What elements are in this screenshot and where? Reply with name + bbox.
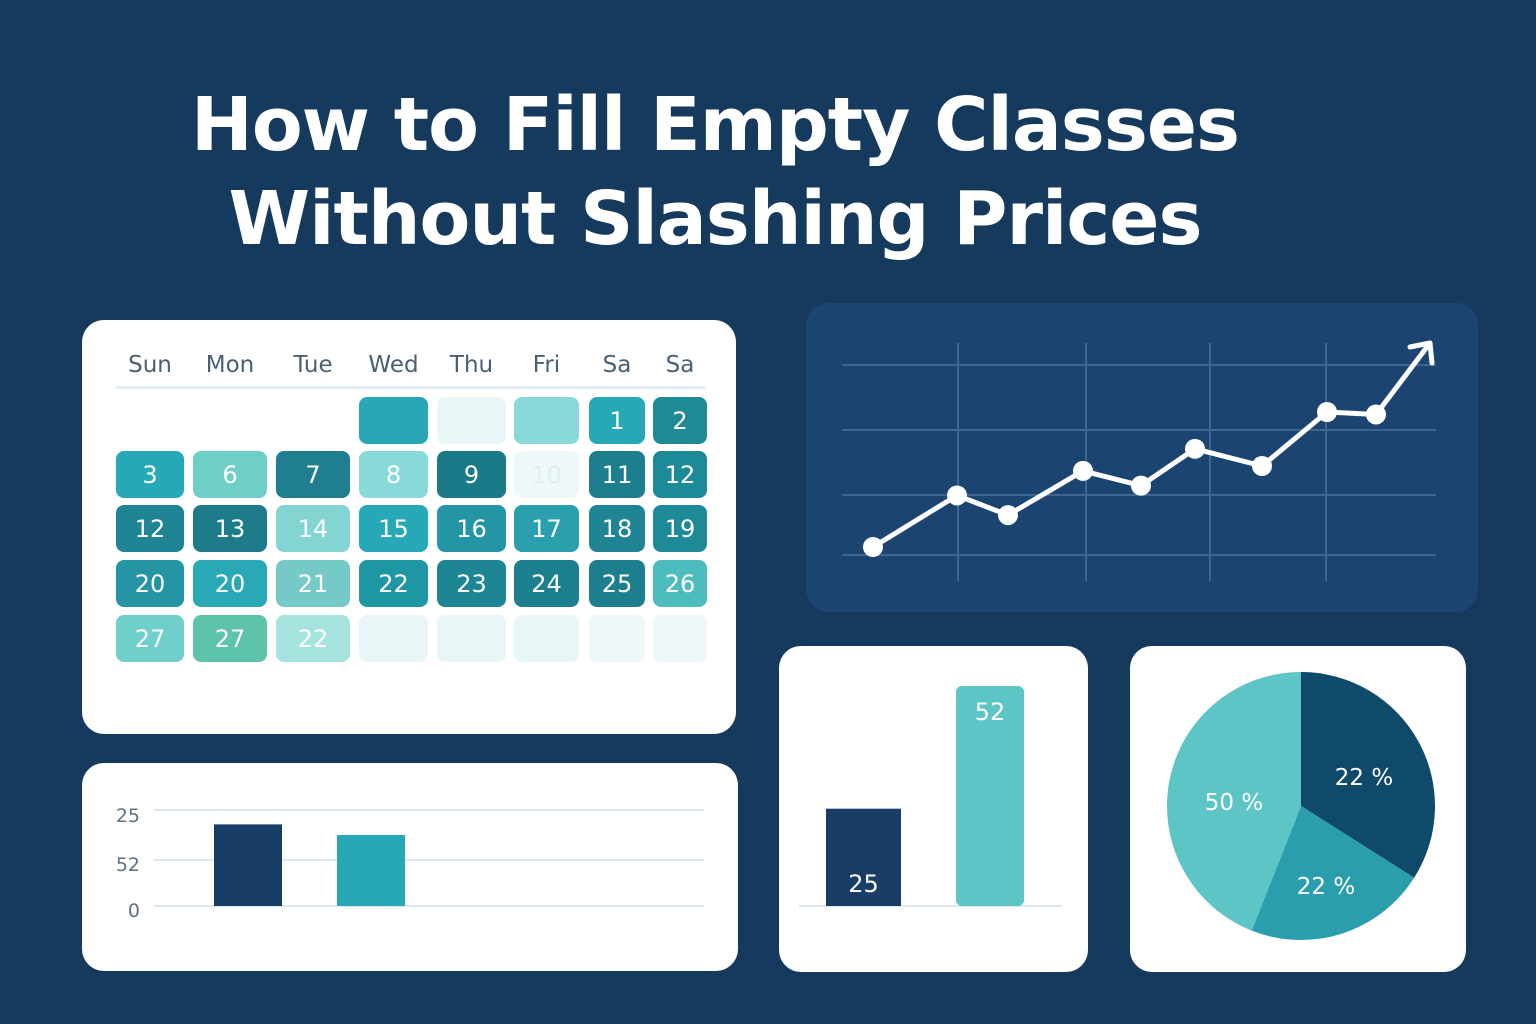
line-chart-panel: [806, 303, 1478, 612]
small-bar-chart-card: 25 52 0: [82, 763, 738, 971]
data-point: [1073, 460, 1093, 481]
pie-slice-label: 22 %: [1297, 874, 1355, 900]
bar: [826, 808, 901, 906]
data-point: [1185, 438, 1205, 459]
calendar-day-cell[interactable]: 18: [589, 505, 645, 552]
calendar-day-cell[interactable]: 24: [514, 560, 579, 607]
calendar-day-cell[interactable]: [437, 397, 506, 444]
calendar-day-cell[interactable]: [589, 615, 645, 662]
calendar-day-cell[interactable]: 27: [116, 615, 184, 662]
calendar-day-cell[interactable]: 1: [589, 397, 645, 444]
calendar-day-cell[interactable]: 14: [276, 505, 350, 552]
calendar-day-cell[interactable]: 7: [276, 451, 350, 498]
calendar-day-cell[interactable]: 9: [437, 451, 506, 498]
data-point: [1366, 404, 1386, 425]
title-line-1: How to Fill Empty Classes: [190, 82, 1240, 168]
calendar-divider: [116, 386, 706, 389]
calendar-day-cell[interactable]: [359, 397, 428, 444]
day-header: Sa: [665, 352, 695, 378]
calendar-day-cell[interactable]: 22: [276, 615, 350, 662]
data-point: [947, 485, 967, 506]
calendar-day-cell[interactable]: [437, 615, 506, 662]
calendar-day-cell[interactable]: 13: [193, 505, 267, 552]
day-header: Mon: [205, 352, 255, 378]
data-point: [1317, 402, 1337, 422]
calendar-day-cell[interactable]: 15: [359, 505, 428, 552]
calendar-day-cell[interactable]: 8: [359, 451, 428, 498]
day-header: Thu: [449, 352, 494, 378]
pie-slice-label: 22 %: [1335, 765, 1393, 791]
day-header: Tue: [293, 352, 333, 378]
calendar-day-cell[interactable]: [514, 615, 579, 662]
pie-chart-card: 22 % 22 % 50 %: [1130, 646, 1466, 972]
calendar-day-cell[interactable]: 17: [514, 505, 579, 552]
line-chart: [842, 340, 1436, 581]
trend-arrow-head: [1407, 340, 1435, 366]
y-tick-label: 0: [128, 900, 140, 922]
data-point: [1131, 475, 1151, 496]
small-bar-chart: 25 52 0: [116, 805, 704, 922]
calendar-day-cell[interactable]: 27: [193, 615, 267, 662]
bar-chart-card: 25 52: [779, 646, 1088, 972]
y-tick-label: 52: [116, 854, 140, 876]
bar: [214, 824, 282, 906]
title-line-2: Without Slashing Prices: [228, 176, 1202, 262]
calendar-day-cell[interactable]: 16: [437, 505, 506, 552]
calendar-day-cell[interactable]: 2: [653, 397, 707, 444]
calendar-day-cell[interactable]: 12: [116, 505, 184, 552]
calendar-day-cell[interactable]: [653, 615, 707, 662]
calendar-day-cell[interactable]: 26: [653, 560, 707, 607]
calendar-day-cell[interactable]: 23: [437, 560, 506, 607]
calendar-day-cell[interactable]: 20: [193, 560, 267, 607]
pie-slice: [1301, 672, 1435, 878]
calendar-day-cell[interactable]: 6: [193, 451, 267, 498]
pie-slice: [1167, 672, 1301, 931]
calendar-day-cell[interactable]: 12: [653, 451, 707, 498]
data-point: [863, 537, 883, 557]
calendar-day-cell[interactable]: 21: [276, 560, 350, 607]
calendar-day-cell[interactable]: 25: [589, 560, 645, 607]
data-point: [1252, 456, 1272, 476]
bar: [337, 834, 405, 906]
bar: [956, 686, 1024, 906]
day-header: Wed: [368, 352, 419, 378]
calendar-day-cell[interactable]: 20: [116, 560, 184, 607]
calendar-day-cell[interactable]: 3: [116, 451, 184, 498]
bar-value-label: 25: [848, 870, 879, 898]
data-point: [998, 505, 1018, 526]
bar-chart: 25 52: [799, 686, 1062, 907]
calendar-day-cell[interactable]: [359, 615, 428, 662]
calendar-day-cell[interactable]: 19: [653, 505, 707, 552]
day-header: Sa: [602, 352, 632, 378]
pie-chart: 22 % 22 % 50 %: [1167, 672, 1435, 940]
day-header: Sun: [128, 352, 172, 378]
calendar-day-cell[interactable]: 22: [359, 560, 428, 607]
day-header: Fri: [532, 352, 561, 378]
series-line: [871, 409, 1377, 550]
bar-value-label: 52: [975, 698, 1006, 726]
pie-slice-label: 50 %: [1205, 790, 1263, 816]
calendar-day-cell[interactable]: 10: [514, 451, 579, 498]
calendar-day-cell[interactable]: 11: [589, 451, 645, 498]
trend-arrow-shaft: [1373, 340, 1433, 417]
page-title: How to Fill Empty Classes Without Slashi…: [100, 78, 1330, 266]
pie-slice: [1251, 806, 1415, 940]
calendar-day-cell[interactable]: [514, 397, 579, 444]
y-tick-label: 25: [116, 805, 140, 827]
